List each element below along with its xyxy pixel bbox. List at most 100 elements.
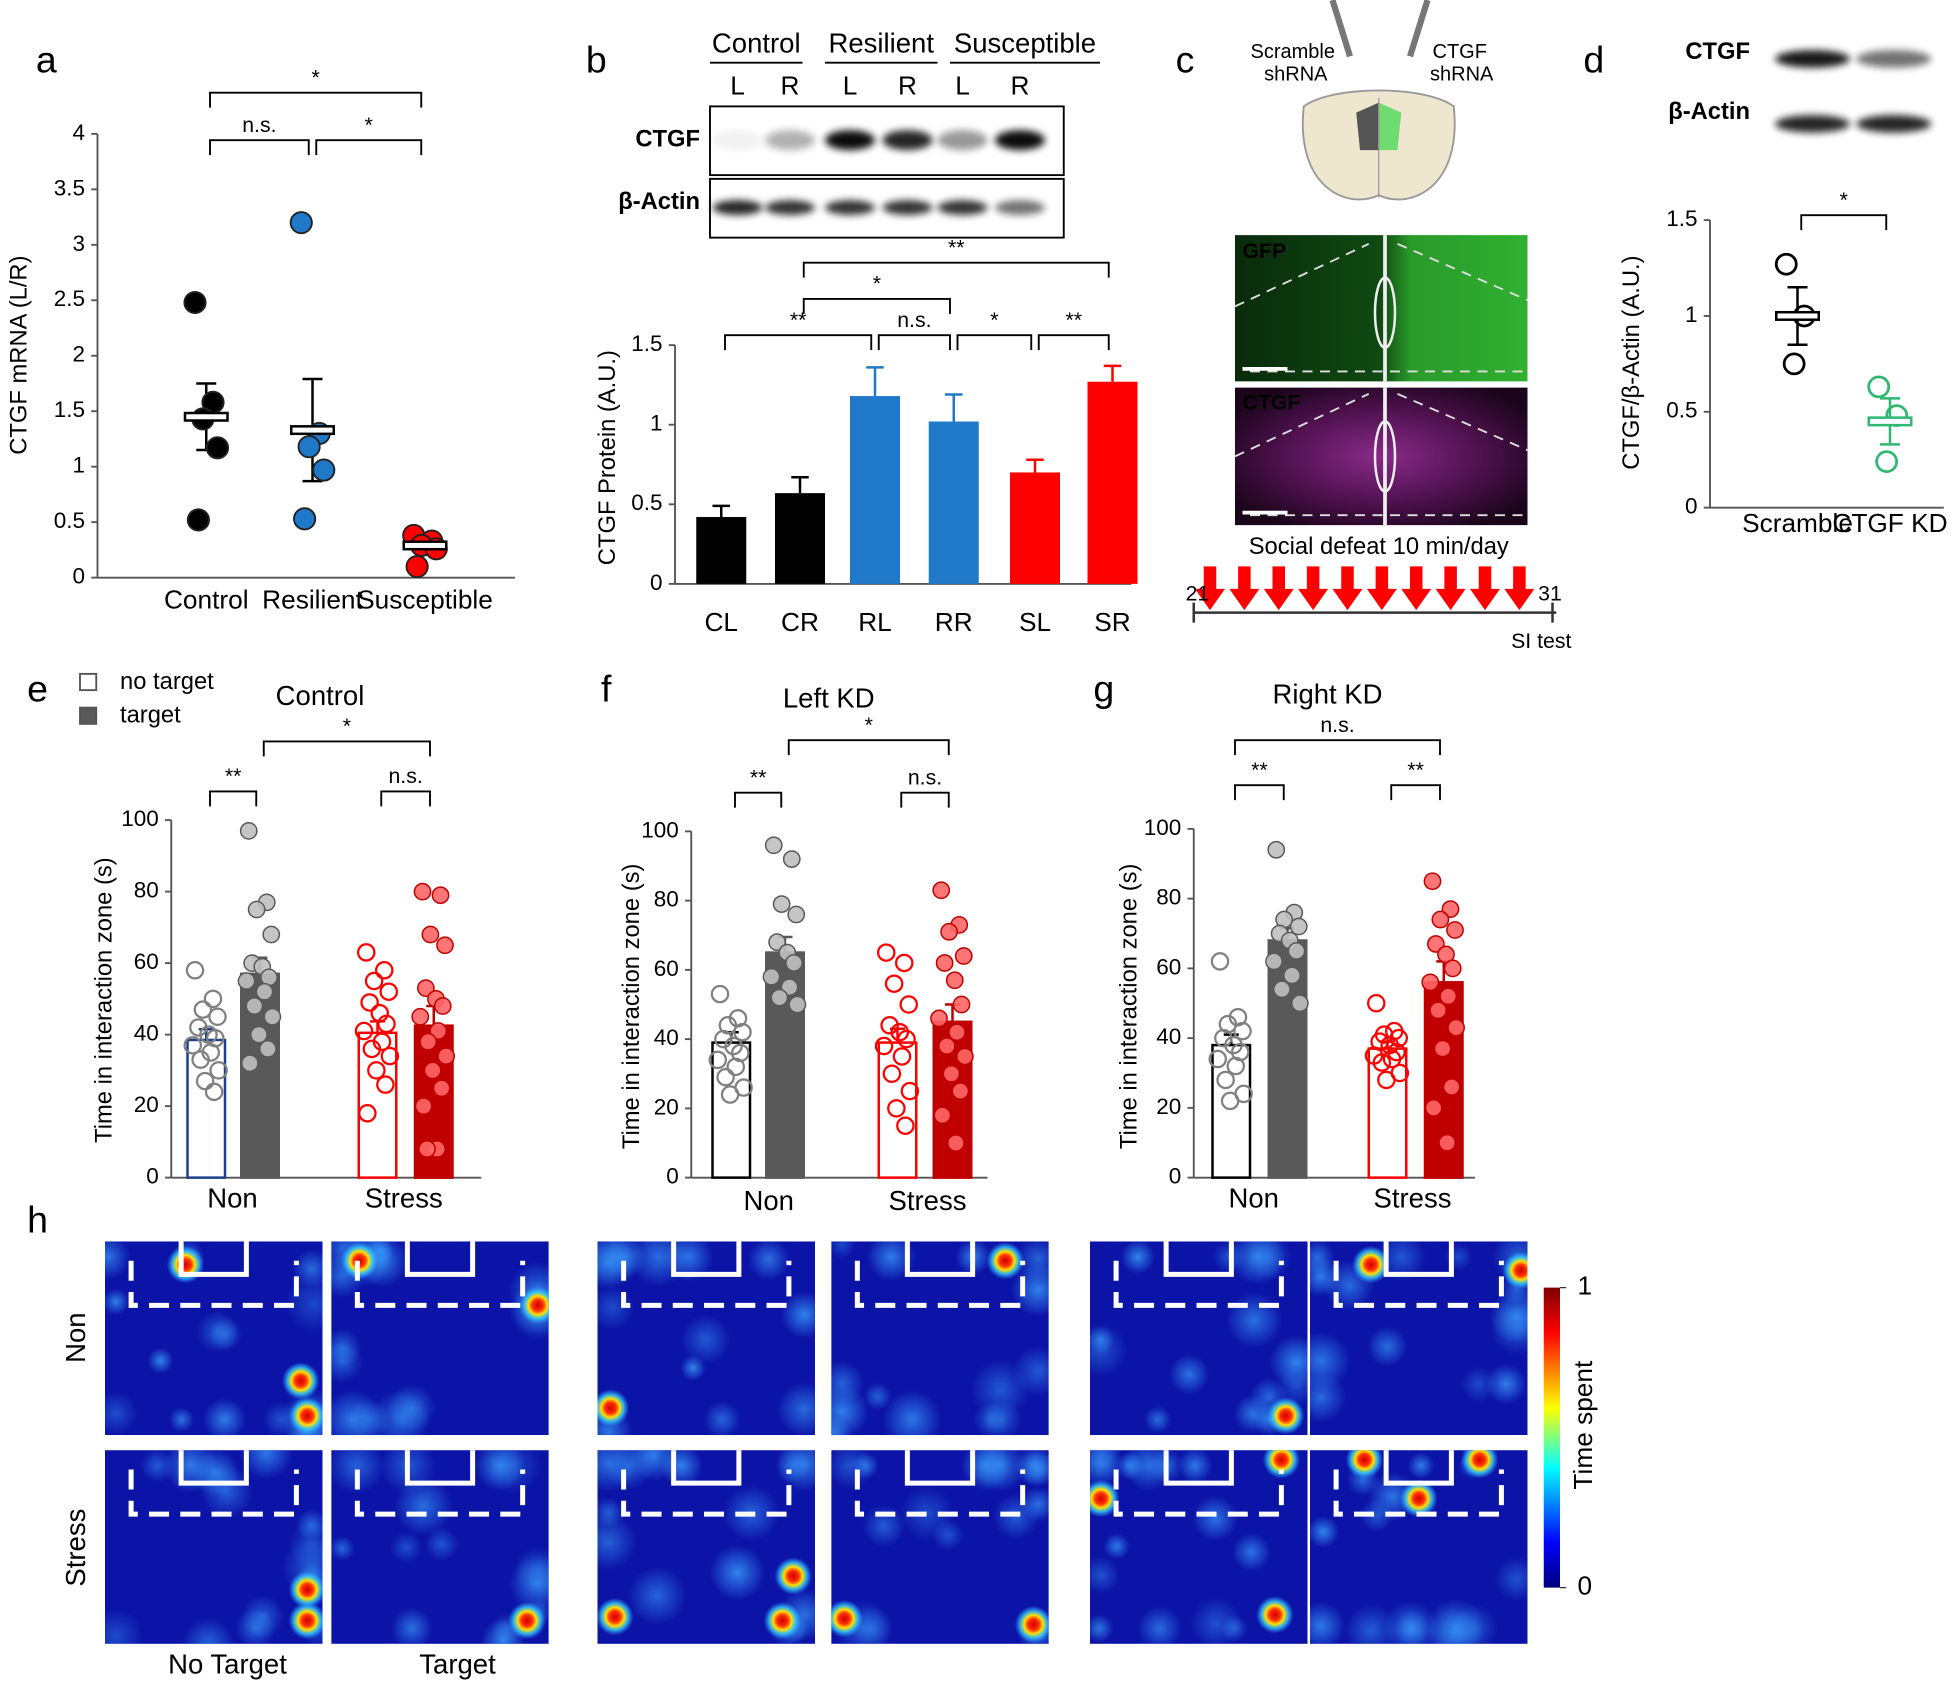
legend-label: no target <box>120 668 214 695</box>
band <box>1856 50 1932 68</box>
data-point <box>1446 921 1464 939</box>
data-point <box>933 1106 952 1125</box>
significance-bracket <box>787 739 950 756</box>
data-point <box>358 1104 377 1123</box>
y-axis-label: CTGF Protein (A.U.) <box>594 350 621 565</box>
defeat-arrow <box>1366 566 1397 611</box>
data-point <box>887 1099 906 1118</box>
protocol-label: Social defeat 10 min/day <box>1249 533 1509 560</box>
significance-bracket <box>956 334 1033 351</box>
data-point <box>312 458 336 482</box>
heat-blob <box>831 1361 864 1405</box>
chamber <box>671 1450 742 1486</box>
probe-label: CTGF <box>1433 41 1487 63</box>
mean-marker <box>1775 310 1820 321</box>
y-tick-label: 80 <box>654 887 679 912</box>
heatmap <box>1310 1241 1528 1436</box>
significance-label: * <box>990 308 998 332</box>
data-point <box>954 947 973 965</box>
image-label: GFP <box>1243 239 1287 263</box>
row-label: CTGF <box>1685 38 1750 65</box>
interaction-zone <box>354 1260 526 1308</box>
data-point <box>733 1022 752 1042</box>
data-point <box>419 1032 437 1051</box>
heat-blob <box>1489 1288 1528 1344</box>
x-tick-label: SR <box>1094 607 1130 637</box>
data-point <box>377 1014 396 1034</box>
defeat-arrow <box>1401 566 1432 611</box>
heat-blob <box>709 1545 765 1601</box>
x-tick-label: Stress <box>365 1182 443 1213</box>
group-label: Susceptible <box>954 27 1096 58</box>
band <box>712 200 763 216</box>
heat-blob <box>140 1450 174 1483</box>
legend-swatch <box>79 672 98 692</box>
heat-blob <box>1310 1601 1346 1644</box>
data-point <box>183 1036 202 1055</box>
y-tick-label: 20 <box>1156 1094 1181 1119</box>
timeline-label: 21 <box>1186 582 1210 606</box>
data-point <box>770 988 789 1007</box>
heat-blob <box>1485 1363 1527 1405</box>
x-tick-label: Non <box>207 1182 257 1213</box>
data-point <box>1210 952 1230 971</box>
timeline-label: 31 <box>1538 582 1562 606</box>
heat-spot <box>519 1286 549 1325</box>
chart-title: Left KD <box>783 682 875 713</box>
heat-spot <box>288 1397 323 1435</box>
data-point <box>247 900 266 919</box>
significance-label: ** <box>225 764 242 788</box>
data-point <box>895 953 914 973</box>
heat-blob <box>1232 1532 1271 1572</box>
y-axis-label: Time in interaction zone (s) <box>618 864 645 1150</box>
data-point <box>956 1047 974 1066</box>
data-point <box>259 1040 277 1058</box>
heat-blob <box>1014 1450 1049 1486</box>
colorbar-tick-label: 0 <box>1578 1571 1593 1601</box>
x-tick-label: SL <box>1019 607 1051 637</box>
heat-spot <box>597 1389 630 1427</box>
y-tick-label: 1 <box>650 411 663 436</box>
data-point <box>362 1039 382 1059</box>
interaction-zone <box>854 1469 1026 1517</box>
data-point <box>1442 1078 1461 1096</box>
data-point <box>1216 1070 1235 1090</box>
column-label: Target <box>419 1649 496 1680</box>
row-label: Stress <box>60 1509 91 1587</box>
heat-blob <box>1168 1354 1210 1395</box>
column-label: No Target <box>168 1649 287 1680</box>
heat-blob <box>1137 1606 1182 1644</box>
significance-bracket <box>900 791 950 808</box>
data-point <box>882 1064 902 1084</box>
x-tick-label: CTGF KD <box>1832 508 1947 538</box>
x-tick-label: CR <box>781 607 819 637</box>
data-point <box>411 1007 430 1026</box>
heat-blob <box>1090 1450 1122 1477</box>
significance-label: ** <box>1065 308 1082 332</box>
data-point <box>1421 973 1440 992</box>
significance-label: n.s. <box>242 113 276 137</box>
heat-blob <box>105 1241 131 1280</box>
y-tick-label: 60 <box>1156 954 1181 979</box>
heat-blob <box>147 1347 174 1374</box>
panel-label: d <box>1583 39 1604 81</box>
ctgf-region <box>1378 102 1402 151</box>
y-axis-label: CTGF mRNA (L/R) <box>5 256 32 455</box>
interaction-zone <box>621 1260 792 1308</box>
row-label: Non <box>60 1312 91 1362</box>
probe-label: shRNA <box>1264 63 1328 85</box>
significance-bracket <box>1234 784 1285 801</box>
data-point <box>1233 1021 1252 1041</box>
interaction-zone <box>128 1469 299 1517</box>
chamber <box>404 1241 476 1277</box>
interaction-zone <box>854 1260 1026 1308</box>
lane-label: L <box>730 71 745 101</box>
data-point <box>782 850 801 868</box>
data-point <box>1433 1039 1452 1058</box>
significance-label: ** <box>1407 758 1424 782</box>
data-point <box>1372 1053 1392 1072</box>
heat-blob <box>973 1450 1026 1492</box>
y-tick-label: 100 <box>1144 815 1182 840</box>
chamber <box>1383 1450 1454 1486</box>
colorbar-tick-label: 1 <box>1578 1271 1593 1301</box>
